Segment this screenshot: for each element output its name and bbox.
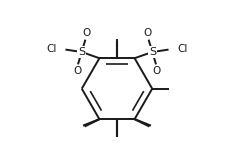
Text: O: O bbox=[73, 66, 81, 76]
Text: Cl: Cl bbox=[46, 44, 57, 54]
Text: O: O bbox=[144, 28, 152, 38]
Text: O: O bbox=[153, 66, 161, 76]
Text: S: S bbox=[78, 47, 85, 57]
Text: Cl: Cl bbox=[177, 44, 188, 54]
Text: O: O bbox=[82, 28, 90, 38]
Text: S: S bbox=[149, 47, 156, 57]
